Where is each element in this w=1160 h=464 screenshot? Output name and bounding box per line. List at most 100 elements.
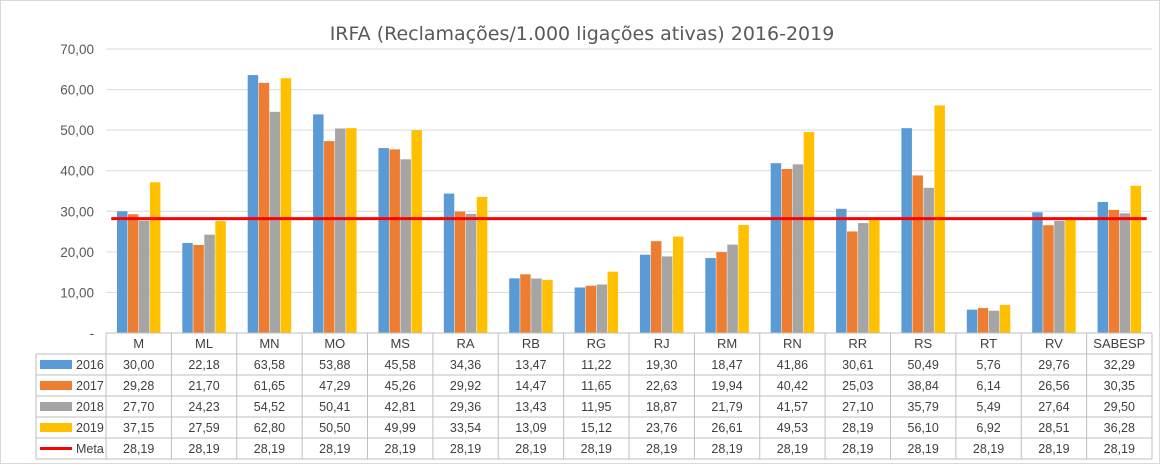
bar [1054,220,1065,333]
data-label: 18,87 [646,400,677,414]
data-label: 50,41 [319,400,350,414]
bar [149,182,161,333]
legend-swatch [40,402,72,411]
x-tick-label: RR [848,336,867,351]
bar [389,149,400,333]
data-label: 50,49 [908,358,939,372]
bar [858,223,869,333]
legend-label: Meta [76,442,104,456]
data-label: 29,76 [1038,358,1069,372]
data-label: 22,63 [646,379,677,393]
data-label: 19,30 [646,358,677,372]
data-label: 28,19 [973,442,1004,456]
bar [1130,185,1142,333]
data-label: 14,47 [515,379,546,393]
bar [411,130,422,333]
bar [999,304,1011,333]
data-label: 28,19 [842,442,873,456]
data-label: 25,03 [842,379,873,393]
data-label: 45,26 [385,379,416,393]
bar [1108,209,1120,333]
data-label: 41,57 [777,400,808,414]
data-label: 28,19 [254,442,285,456]
data-label: 29,36 [450,400,481,414]
y-tick-label: 10,00 [60,285,94,300]
bar [912,175,923,333]
bar [465,213,477,333]
legend-swatch [40,381,72,390]
x-tick-label: M [133,336,144,351]
data-label: 40,42 [777,379,808,393]
data-label: 11,65 [581,379,611,393]
bar [280,78,292,333]
data-label: 35,79 [908,400,939,414]
chart-title: IRFA (Reclamações/1.000 ligações ativas)… [330,23,835,45]
bar [1065,217,1076,333]
bar [193,244,204,333]
data-table: M ML MN MO MS RA RB RG RJ RM RN RR RS RT RV SABESP 2016 3… [35,332,1153,460]
data-label: 41,86 [777,358,808,372]
bar [542,279,553,333]
bar [792,164,804,333]
bar [596,284,608,333]
data-label: 37,15 [123,421,154,435]
bar [966,309,978,333]
data-label: 30,35 [1104,379,1135,393]
data-label: 30,00 [123,358,154,372]
y-tick-label: 30,00 [60,204,94,219]
data-label: 28,19 [450,442,481,456]
bar [977,308,989,333]
bar [531,278,542,333]
y-tick-label: 40,00 [60,164,94,179]
data-label: 62,80 [254,421,285,435]
y-tick-label: 60,00 [60,83,94,98]
bar [127,214,139,333]
bar [585,285,597,333]
data-label: 11,95 [581,400,611,414]
data-label: 28,19 [842,421,873,435]
data-label: 15,12 [581,421,612,435]
bar [574,287,586,333]
bar [901,128,912,333]
y-tick-label: 50,00 [60,123,94,138]
data-label: 28,19 [123,442,154,456]
bar [215,221,226,333]
data-label: 28,19 [777,442,808,456]
data-label: 28,19 [319,442,350,456]
x-tick-label: MO [324,336,345,351]
bar [247,75,259,333]
bar [1043,225,1054,333]
bar [1097,201,1109,333]
bar [400,159,411,333]
bar [378,148,389,333]
bar [923,187,934,333]
legend-swatch [40,360,72,369]
x-tick-label: RS [914,336,932,351]
bar [138,220,150,333]
x-tick-label: ML [195,336,213,351]
data-label: 22,18 [188,358,219,372]
data-label: 28,19 [581,442,612,456]
x-tick-label: RA [457,336,475,351]
data-label: 61,65 [254,379,285,393]
bar [650,241,662,333]
bar [716,252,727,333]
data-label: 21,70 [188,379,219,393]
bar [836,208,847,333]
bar [258,82,270,334]
legend-label: 2019 [76,421,104,435]
data-label: 28,19 [1104,442,1135,456]
bar [346,128,357,333]
bar [116,211,128,333]
x-tick-label: RN [783,336,802,351]
bar [738,225,749,333]
data-label: 45,58 [385,358,416,372]
data-label: 11,22 [581,358,611,372]
bar [869,218,880,333]
data-label: 32,29 [1104,358,1135,372]
data-label: 49,99 [385,421,416,435]
data-label: 29,50 [1104,400,1135,414]
x-tick-label: RT [980,336,997,351]
data-label: 49,53 [777,421,808,435]
